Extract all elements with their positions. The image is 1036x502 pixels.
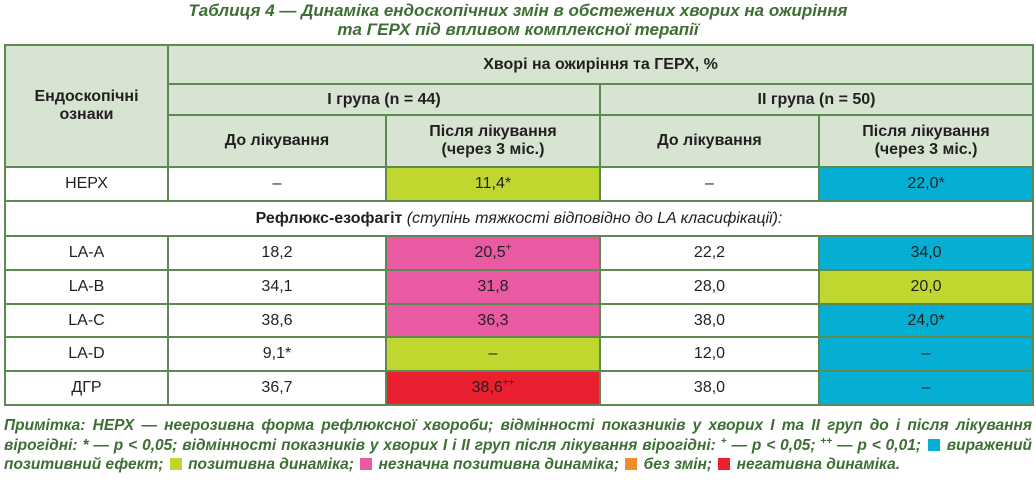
cell-g1-after: 11,4* xyxy=(385,166,601,202)
cell-sup: ++ xyxy=(502,377,515,389)
cell-g2-before: – xyxy=(599,166,820,202)
header-group-2: II група (n = 50) xyxy=(598,83,1035,116)
legend-lime-text: позитивна динаміка; xyxy=(183,456,359,473)
cell-g1-before: 38,6 xyxy=(167,303,387,338)
cell-sup: + xyxy=(505,242,512,254)
cell-g1-after: 31,8 xyxy=(385,269,601,305)
cell-g1-before: 18,2 xyxy=(167,235,387,271)
legend-pink-text: незначна позитивна динаміка; xyxy=(374,456,624,473)
header-after-line1: Після лікування xyxy=(429,123,557,140)
header-patients: Хворі на ожиріння та ГЕРХ, % xyxy=(166,44,1035,85)
cell-g2-before: 28,0 xyxy=(599,269,820,305)
red-legend-swatch xyxy=(718,458,731,470)
cell-g2-after: 34,0 xyxy=(817,235,1035,271)
cell-g1-after: 20,5+ xyxy=(385,235,601,271)
cell-g2-after: – xyxy=(817,370,1035,406)
caption-line-2: та ГЕРХ під впливом комплексної терапії xyxy=(337,20,699,39)
row-label: LA-D xyxy=(4,336,169,372)
section-title: Рефлюкс-езофагіт xyxy=(255,209,403,227)
cell-g1-before: 36,7 xyxy=(167,370,387,406)
note-sup: + xyxy=(720,435,727,447)
note-text: Примітка: НЕРХ — неерозивна форма рефлюк… xyxy=(4,417,1032,454)
table-row: LA-D 9,1* – 12,0 – xyxy=(4,336,1035,372)
cyan-legend-swatch xyxy=(927,438,940,451)
endoscopy-table: Ендоскопічні ознаки Хворі на ожиріння та… xyxy=(3,44,1035,406)
cell-value: 38,6 xyxy=(471,379,503,396)
row-label: LA-A xyxy=(4,235,169,271)
note-text: — p < 0,01; xyxy=(832,436,926,454)
section-subtitle: (ступінь тяжкості відповідно до LA класи… xyxy=(402,209,783,227)
pink-legend-swatch xyxy=(360,458,373,470)
orange-legend-swatch xyxy=(625,458,638,470)
cell-g2-after: 22,0* xyxy=(817,166,1035,202)
header-after-line2: (через 3 міс.) xyxy=(874,141,978,158)
cell-g1-before: – xyxy=(167,166,387,202)
cell-g1-after: – xyxy=(385,336,601,372)
table-caption: Таблиця 4 — Динаміка ендоскопічних змін … xyxy=(0,0,1036,41)
header-after-line1: Після лікування xyxy=(862,123,990,140)
table-footnote: Примітка: НЕРХ — неерозивна форма рефлюк… xyxy=(4,416,1032,475)
row-label: LA-C xyxy=(4,303,169,338)
cell-g2-after: 24,0* xyxy=(817,303,1035,338)
legend-cyan-text: виражений позитивний ефект; xyxy=(4,436,1033,474)
row-label: ДГР xyxy=(4,370,169,406)
note-sup: ++ xyxy=(820,435,833,447)
table-row: LA-B 34,1 31,8 28,0 20,0 xyxy=(4,269,1035,305)
header-group-1: I група (n = 44) xyxy=(167,83,601,116)
cell-g2-before: 38,0 xyxy=(599,370,820,406)
table-row: ДГР 36,7 38,6++ 38,0 – xyxy=(4,370,1035,406)
cell-g2-before: 22,2 xyxy=(599,235,820,271)
caption-line-1: Таблиця 4 — Динаміка ендоскопічних змін … xyxy=(188,1,848,20)
table-row: LA-C 38,6 36,3 38,0 24,0* xyxy=(4,303,1035,338)
cell-g2-after: – xyxy=(817,336,1035,372)
cell-g1-after: 36,3 xyxy=(385,303,601,338)
header-after-line2: (через 3 міс.) xyxy=(441,141,545,158)
header-g2-after: Після лікування (через 3 міс.) xyxy=(817,114,1035,168)
cell-value: 20,5 xyxy=(474,244,506,261)
lime-legend-swatch xyxy=(169,458,182,470)
cell-g1-before: 34,1 xyxy=(167,269,387,305)
legend-orange-text: без змін; xyxy=(639,456,717,473)
table-row: LA-A 18,2 20,5+ 22,2 34,0 xyxy=(4,235,1035,271)
cell-g1-after: 38,6++ xyxy=(385,370,601,406)
cell-g1-before: 9,1* xyxy=(167,336,387,372)
header-g1-before: До лікування xyxy=(167,114,387,168)
section-reflux-esophagitis: Рефлюкс-езофагіт (ступінь тяжкості відпо… xyxy=(3,200,1035,237)
row-label: НЕРХ xyxy=(4,166,169,202)
note-text: — p < 0,05; xyxy=(726,436,821,454)
table-row: НЕРХ – 11,4* – 22,0* xyxy=(4,166,1035,202)
header-g1-after: Після лікування (через 3 міс.) xyxy=(385,114,601,168)
cell-g2-before: 38,0 xyxy=(599,303,820,338)
cell-g2-after: 20,0 xyxy=(817,269,1035,305)
row-label: LA-B xyxy=(4,269,169,305)
header-g2-before: До лікування xyxy=(599,114,820,168)
legend-red-text: негативна динаміка. xyxy=(732,456,901,473)
cell-g2-before: 12,0 xyxy=(599,336,820,372)
header-signs: Ендоскопічні ознаки xyxy=(4,44,169,168)
